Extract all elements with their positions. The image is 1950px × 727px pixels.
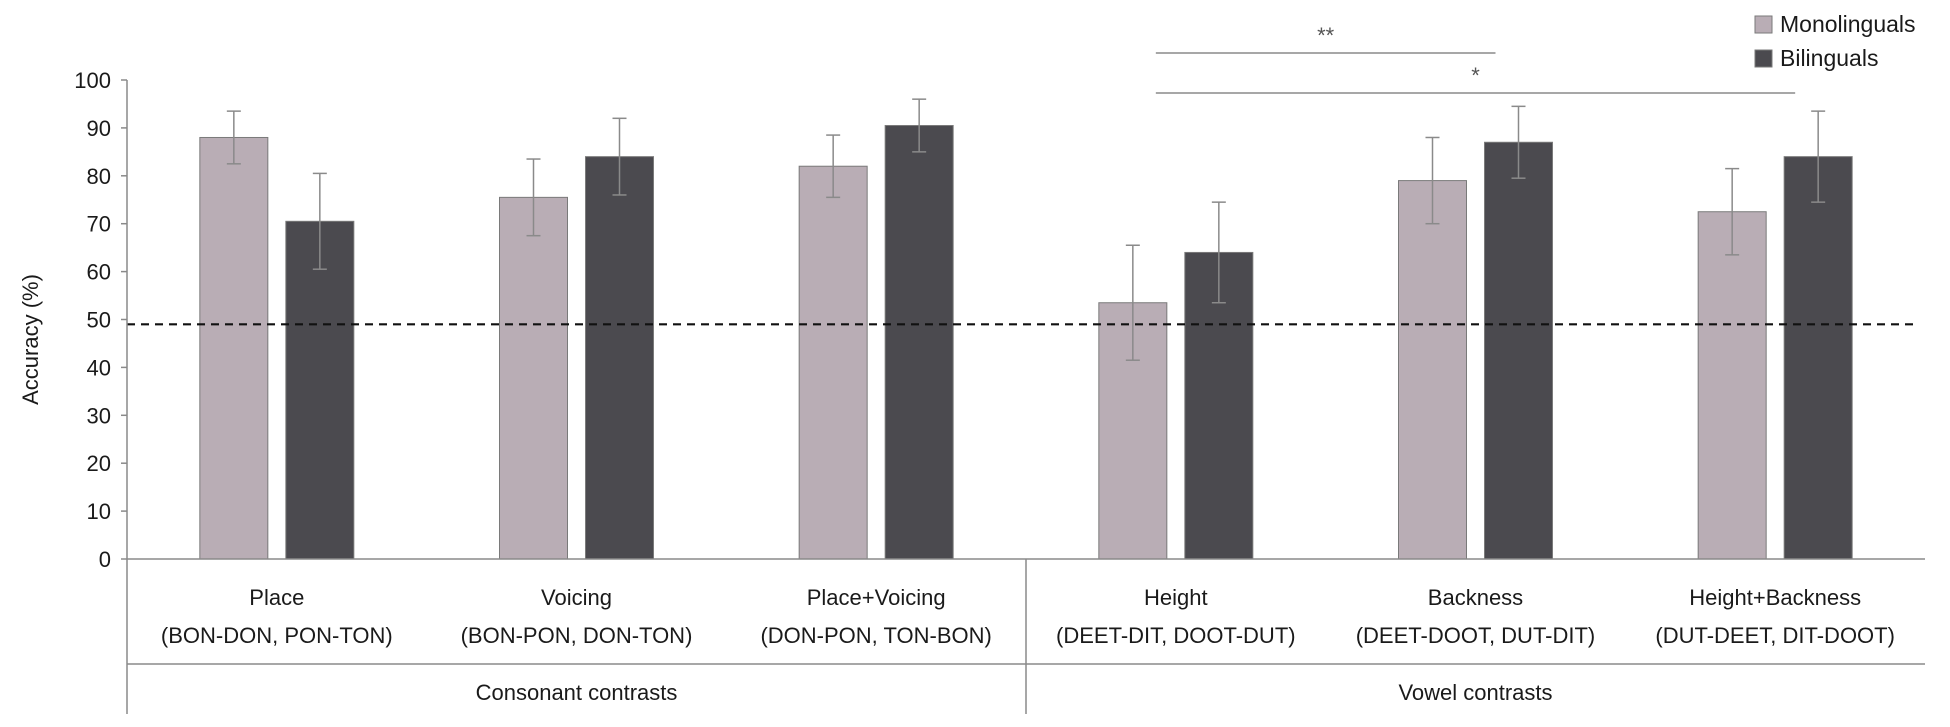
significance-label: ** [1317,23,1335,48]
category-pairs-label: (DUT-DEET, DIT-DOOT) [1655,623,1895,648]
y-tick-label: 40 [87,355,111,380]
bar [1184,251,1254,560]
y-tick-label: 90 [87,116,111,141]
y-tick-label: 100 [74,68,111,93]
y-tick-label: 20 [87,451,111,476]
y-tick-label: 50 [87,308,111,333]
y-tick-label: 70 [87,212,111,237]
axes: 0 10 20 30 40 50 60 70 80 90 100 Place (BON-DON, PON… [74,68,1925,714]
bar [285,220,355,560]
category-pairs-label: (DEET-DIT, DOOT-DUT) [1056,623,1296,648]
significance-label: * [1471,63,1480,88]
error-bars [226,98,1826,361]
group-label: Consonant contrasts [476,680,678,705]
category-pairs-label: (BON-PON, DON-TON) [461,623,693,648]
legend-swatch [1754,15,1773,34]
category-label: Place [249,585,304,610]
bar [1697,211,1767,560]
category-label: Backness [1428,585,1523,610]
bar [884,125,954,560]
category-pairs-label: (BON-DON, PON-TON) [161,623,393,648]
y-axis-label: Accuracy (%) [18,274,43,405]
legend-swatch [1754,49,1773,68]
y-tick-label: 0 [99,547,111,572]
bar [499,196,568,560]
legend-label: Bilinguals [1780,45,1878,71]
category-label: Place+Voicing [807,585,946,610]
category-label: Voicing [541,585,612,610]
bars [199,125,1853,560]
y-tick-label: 60 [87,260,111,285]
group-label: Vowel contrasts [1398,680,1552,705]
bar [585,156,654,560]
legend: Monolinguals Bilinguals [1754,11,1916,71]
y-tick-label: 10 [87,499,111,524]
bar [798,165,868,560]
bar [1783,156,1853,560]
bar [199,136,269,560]
category-pairs-label: (DON-PON, TON-BON) [760,623,991,648]
bar [1398,180,1467,560]
category-label: Height+Backness [1689,585,1861,610]
legend-label: Monolinguals [1780,11,1916,37]
y-tick-label: 30 [87,403,111,428]
bar [1484,141,1553,560]
y-tick-label: 80 [87,164,111,189]
category-pairs-label: (DEET-DOOT, DUT-DIT) [1356,623,1596,648]
category-label: Height [1144,585,1208,610]
significance-markers: *** [1155,23,1796,94]
